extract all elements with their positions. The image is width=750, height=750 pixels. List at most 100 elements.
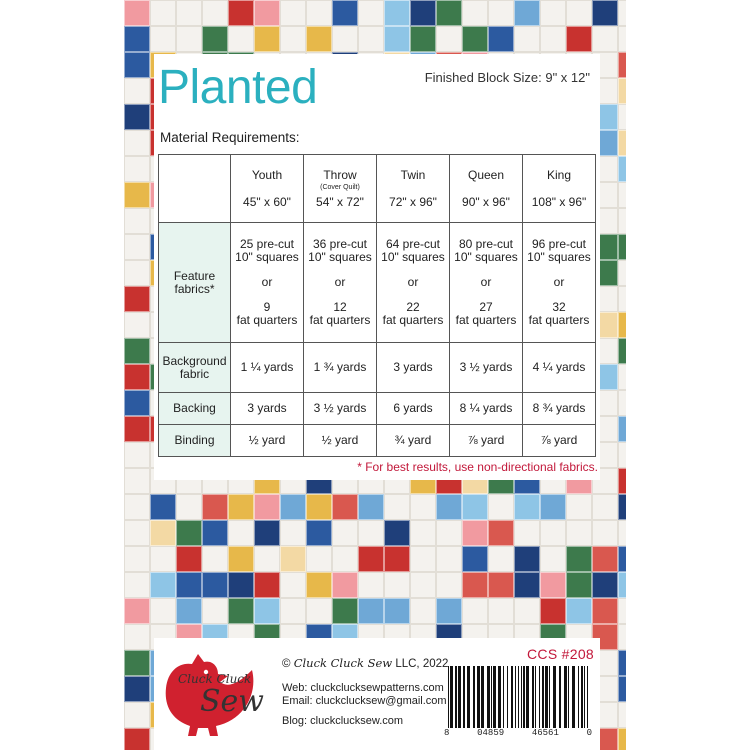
quilt-patch: [618, 104, 626, 130]
quilt-patch: [124, 260, 150, 286]
quilt-patch: [618, 286, 626, 312]
quilt-patch: [202, 572, 228, 598]
quilt-patch: [618, 208, 626, 234]
quilt-patch: [280, 546, 306, 572]
quilt-patch: [332, 0, 358, 26]
quilt-patch: [514, 546, 540, 572]
quilt-patch: [280, 520, 306, 546]
quilt-patch: [618, 728, 626, 750]
quilt-patch: [436, 598, 462, 624]
quilt-patch: [150, 494, 176, 520]
barcode-bar: [493, 666, 496, 728]
quilt-patch: [202, 494, 228, 520]
barcode-bar: [477, 666, 480, 728]
quilt-patch: [176, 26, 202, 52]
barcode-bar: [581, 666, 583, 728]
quilt-patch: [124, 182, 150, 208]
quilt-patch: [618, 702, 626, 728]
quilt-patch: [228, 494, 254, 520]
backing-cell: 8 ¼ yards: [449, 392, 523, 425]
email-link[interactable]: Email: cluckclucksew@gmail.com: [282, 695, 447, 707]
quilt-patch: [410, 26, 436, 52]
copyright: © Cluck Cluck Sew LLC, 2022: [282, 656, 449, 670]
quilt-patch: [618, 598, 626, 624]
quilt-patch: [540, 546, 566, 572]
material-heading: Material Requirements:: [160, 130, 300, 145]
quilt-patch: [124, 702, 150, 728]
quilt-patch: [618, 52, 626, 78]
footer-panel: Cluck Cluck Sew © Cluck Cluck Sew LLC, 2…: [154, 638, 600, 750]
quilt-patch: [618, 494, 626, 520]
quilt-patch: [228, 572, 254, 598]
quilt-patch: [592, 572, 618, 598]
quilt-patch: [150, 0, 176, 26]
quilt-patch: [592, 0, 618, 26]
barcode-bar: [511, 666, 513, 728]
quilt-patch: [332, 520, 358, 546]
quilt-patch: [618, 520, 626, 546]
quilt-patch: [540, 520, 566, 546]
quilt-patch: [514, 494, 540, 520]
barcode-bar: [487, 666, 490, 728]
barcode-bar: [549, 666, 550, 728]
quilt-patch: [618, 26, 626, 52]
quilt-patch: [592, 494, 618, 520]
backing-cell: 6 yards: [376, 392, 450, 425]
pattern-number: CCS #208: [527, 646, 594, 662]
quilt-patch: [488, 0, 514, 26]
requirements-panel: Planted Finished Block Size: 9" x 12" Ma…: [154, 54, 600, 480]
quilt-patch: [176, 520, 202, 546]
row-label-binding: Binding: [158, 424, 231, 457]
quilt-patch: [436, 494, 462, 520]
background-cell: 3 yards: [376, 342, 450, 393]
barcode-bar: [584, 666, 585, 728]
quilt-patch: [410, 598, 436, 624]
quilt-patch: [410, 572, 436, 598]
quilt-patch: [228, 598, 254, 624]
quilt-patch: [176, 572, 202, 598]
barcode-bar: [507, 666, 508, 728]
footnote: * For best results, use non-directional …: [357, 460, 598, 474]
quilt-patch: [618, 260, 626, 286]
quilt-patch: [618, 182, 626, 208]
quilt-patch: [176, 0, 202, 26]
barcode-bar: [458, 666, 461, 728]
quilt-patch: [124, 416, 150, 442]
quilt-patch: [384, 26, 410, 52]
quilt-patch: [124, 546, 150, 572]
barcode-bar: [526, 666, 529, 728]
barcode-bar: [515, 666, 516, 728]
background-cell: 4 ¼ yards: [522, 342, 596, 393]
quilt-patch: [488, 572, 514, 598]
quilt-patch: [488, 26, 514, 52]
feature-cell: 80 pre-cut 10" squares or 27 fat quarters: [449, 222, 523, 343]
binding-cell: ¾ yard: [376, 424, 450, 457]
barcode-bar: [559, 666, 561, 728]
table-corner: [158, 154, 231, 223]
backing-cell: 8 ¾ yards: [522, 392, 596, 425]
quilt-patch: [332, 572, 358, 598]
quilt-patch: [488, 494, 514, 520]
hen-icon: [165, 654, 254, 736]
web-link[interactable]: Web: cluckclucksewpatterns.com: [282, 682, 444, 694]
feature-cell: 64 pre-cut 10" squares or 22 fat quarters: [376, 222, 450, 343]
quilt-patch: [124, 208, 150, 234]
quilt-patch: [384, 0, 410, 26]
blog-link[interactable]: Blog: cluckclucksew.com: [282, 715, 404, 727]
barcode-bar: [450, 666, 453, 728]
quilt-patch: [228, 520, 254, 546]
quilt-patch: [332, 494, 358, 520]
quilt-patch: [254, 0, 280, 26]
barcode-bar: [503, 666, 504, 728]
quilt-patch: [618, 650, 626, 676]
quilt-patch: [124, 442, 150, 468]
barcode-bar: [535, 666, 536, 728]
quilt-patch: [618, 442, 626, 468]
quilt-patch: [332, 598, 358, 624]
quilt-patch: [410, 546, 436, 572]
barcode-bar: [539, 666, 540, 728]
quilt-patch: [618, 624, 626, 650]
quilt-patch: [124, 0, 150, 26]
barcode-bar: [521, 666, 522, 728]
quilt-patch: [566, 494, 592, 520]
